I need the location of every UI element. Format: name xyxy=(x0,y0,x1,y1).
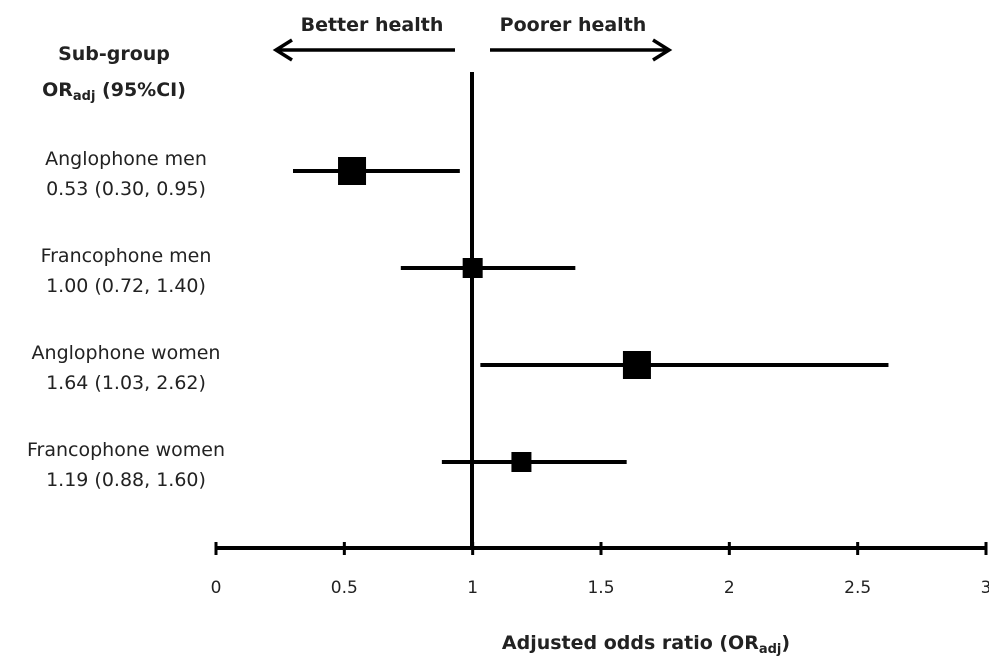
ci-label: 1.19 (0.88, 1.60) xyxy=(46,469,206,491)
ci-label: 1.00 (0.72, 1.40) xyxy=(46,275,206,297)
x-tick-label: 1.5 xyxy=(587,578,614,598)
x-axis-title: Adjusted odds ratio (ORadj) xyxy=(502,632,790,657)
poorer-health-label: Poorer health xyxy=(500,14,647,36)
subgroup-label: Francophone men xyxy=(41,245,212,267)
right-arrow-icon xyxy=(490,38,673,62)
x-axis-ticks: 0 0.5 1 1.5 2 2.5 3 xyxy=(211,542,989,598)
x-tick-label: 2 xyxy=(724,578,735,598)
subgroup-label: Anglophone women xyxy=(32,342,221,364)
x-tick-label: 1 xyxy=(467,578,478,598)
x-tick-label: 2.5 xyxy=(844,578,871,598)
forest-rows: Anglophone men 0.53 (0.30, 0.95) Francopho… xyxy=(27,148,889,491)
or-point-marker xyxy=(338,157,367,185)
or-point-marker xyxy=(622,351,651,379)
ci-label: 0.53 (0.30, 0.95) xyxy=(46,178,206,200)
or-ci-header: ORadj (95%CI) xyxy=(42,79,186,104)
x-tick-label: 0 xyxy=(211,578,222,598)
subgroup-label: Anglophone men xyxy=(45,148,207,170)
subgroup-label: Francophone women xyxy=(27,439,225,461)
better-health-label: Better health xyxy=(301,14,444,36)
ci-label: 1.64 (1.03, 2.62) xyxy=(46,372,206,394)
subgroup-header: Sub-group xyxy=(58,43,170,65)
or-point-marker xyxy=(511,452,532,472)
or-point-marker xyxy=(462,258,483,278)
x-tick-label: 3 xyxy=(981,578,989,598)
x-tick-label: 0.5 xyxy=(331,578,358,598)
left-arrow-icon xyxy=(272,38,455,62)
